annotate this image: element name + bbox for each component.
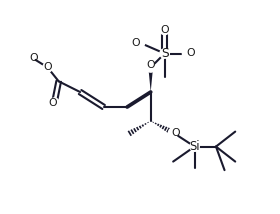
Text: Si: Si xyxy=(189,140,200,153)
Text: O: O xyxy=(29,53,38,63)
Circle shape xyxy=(135,38,145,48)
Circle shape xyxy=(169,128,178,137)
Circle shape xyxy=(182,49,192,58)
Polygon shape xyxy=(148,67,153,92)
Text: O: O xyxy=(160,25,169,35)
Circle shape xyxy=(43,63,52,72)
Circle shape xyxy=(190,142,199,151)
Text: O: O xyxy=(43,62,52,72)
Circle shape xyxy=(160,49,169,58)
Circle shape xyxy=(160,25,169,35)
Text: O: O xyxy=(171,128,180,138)
Text: O: O xyxy=(48,98,57,108)
Text: O: O xyxy=(146,60,155,70)
Text: O: O xyxy=(186,49,195,58)
Text: O: O xyxy=(131,38,140,48)
Circle shape xyxy=(50,98,59,107)
Text: S: S xyxy=(161,47,169,60)
Circle shape xyxy=(146,63,155,72)
